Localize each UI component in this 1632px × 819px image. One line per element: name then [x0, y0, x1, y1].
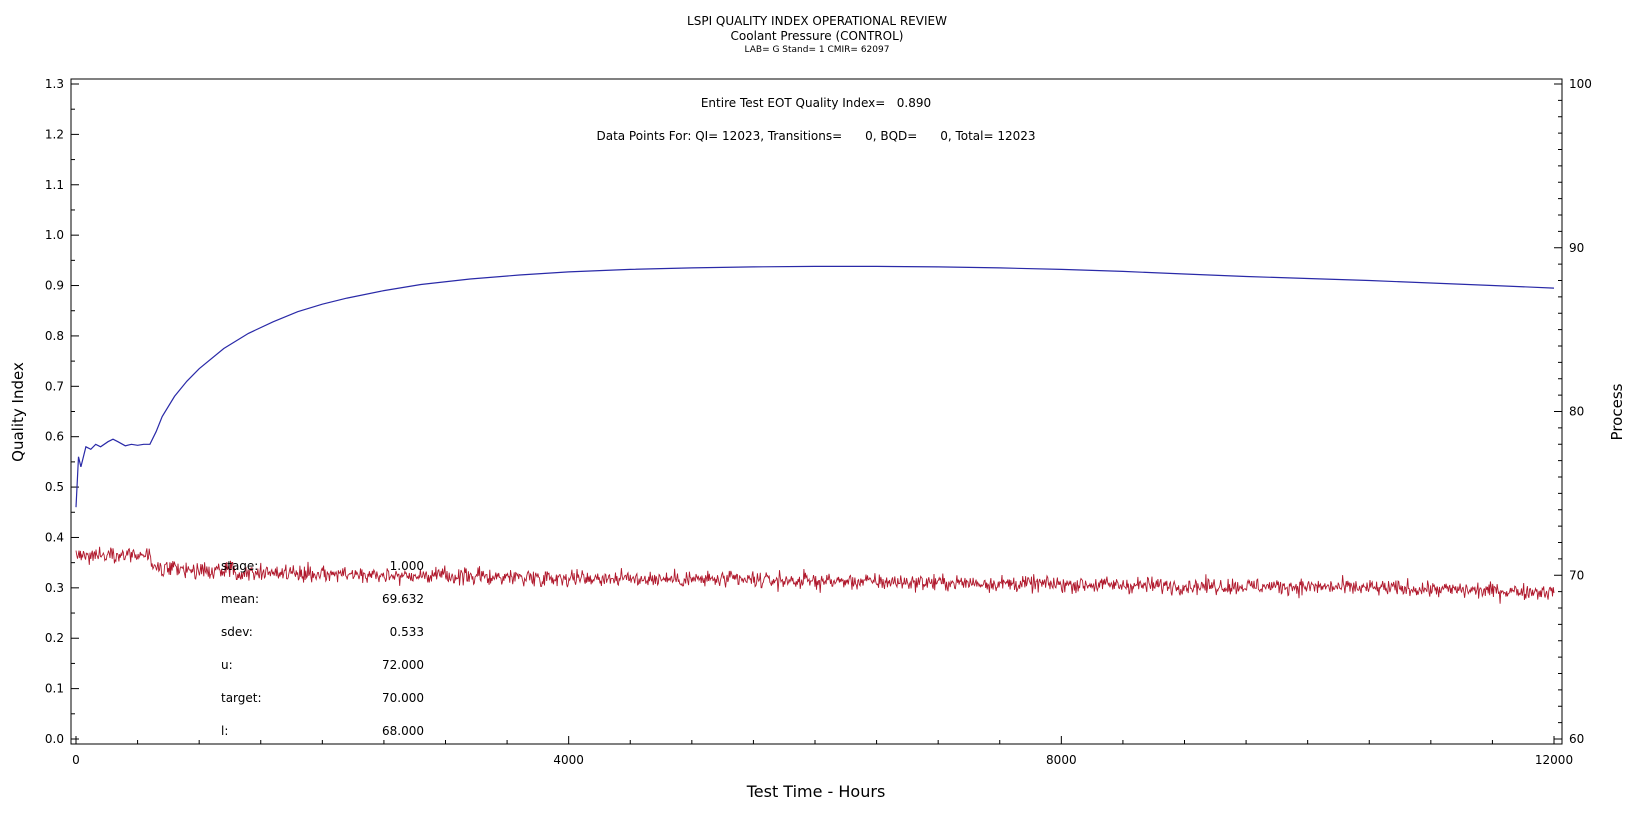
y2-tick-label: 80	[1569, 405, 1584, 419]
quality-index-line	[75, 265, 1555, 508]
x-tick-label: 0	[72, 753, 80, 767]
y-tick-label: 1.3	[45, 77, 64, 91]
chart-subtitle: Coolant Pressure (CONTROL)	[731, 29, 904, 43]
x-axis-label: Test Time - Hours	[746, 782, 886, 801]
process-line	[75, 546, 1555, 604]
chart-title: LSPI QUALITY INDEX OPERATIONAL REVIEW	[687, 14, 947, 28]
y-tick-label: 0.2	[45, 631, 64, 645]
y-tick-label: 0.7	[45, 379, 64, 393]
x-axis: 0 4000 8000 12000	[72, 736, 1573, 767]
y-tick-label: 0.1	[45, 682, 64, 696]
y-tick-label: 0.9	[45, 279, 64, 293]
y-tick-label: 0.3	[45, 581, 64, 595]
y2-tick-label: 90	[1569, 241, 1584, 255]
stat-value: 0.533	[390, 625, 424, 639]
data-points-summary: Data Points For: QI= 12023, Transitions=…	[596, 129, 1035, 143]
chart-info: LAB= G Stand= 1 CMIR= 62097	[745, 45, 890, 55]
stat-value: 1.000	[390, 559, 424, 573]
stat-label: mean:	[221, 592, 259, 606]
y-tick-label: 1.0	[45, 228, 64, 242]
y-tick-label: 1.2	[45, 127, 64, 141]
plot-area	[70, 78, 1563, 745]
y-tick-label: 0.8	[45, 329, 64, 343]
stat-value: 72.000	[382, 658, 424, 672]
stats-table: stage: 1.000 mean: 69.632 sdev: 0.533 u: 72.000…	[221, 559, 424, 738]
stat-label: stage:	[221, 559, 258, 573]
stat-label: l:	[221, 724, 228, 738]
x-tick-label: 4000	[553, 753, 584, 767]
y2-tick-label: 70	[1569, 568, 1584, 582]
y-tick-label: 0.4	[45, 530, 64, 544]
y2-tick-label: 100	[1569, 77, 1592, 91]
y-axis-right: 60 70 80 90 100	[1554, 77, 1592, 746]
stat-label: u:	[221, 658, 233, 672]
y-tick-label: 1.1	[45, 178, 64, 192]
stat-label: target:	[221, 691, 262, 705]
eot-quality-index: Entire Test EOT Quality Index= 0.890	[701, 96, 931, 110]
stat-value: 70.000	[382, 691, 424, 705]
stat-value: 68.000	[382, 724, 424, 738]
y-tick-label: 0.5	[45, 480, 64, 494]
y-axis-left: 0.0 0.1 0.2 0.3 0.4 0.5 0.6 0.7 0.8 0.9 1.0 1.1 1.2 1…	[45, 77, 79, 746]
stat-value: 69.632	[382, 592, 424, 606]
y2-axis-label: Process	[1608, 383, 1626, 440]
y2-tick-label: 60	[1569, 732, 1584, 746]
y-tick-label: 0.6	[45, 430, 64, 444]
x-tick-label: 12000	[1535, 753, 1573, 767]
series-group	[75, 265, 1555, 604]
stat-label: sdev:	[221, 625, 253, 639]
x-tick-label: 8000	[1046, 753, 1077, 767]
y-axis-label: Quality Index	[9, 362, 27, 462]
y-tick-label: 0.0	[45, 732, 64, 746]
